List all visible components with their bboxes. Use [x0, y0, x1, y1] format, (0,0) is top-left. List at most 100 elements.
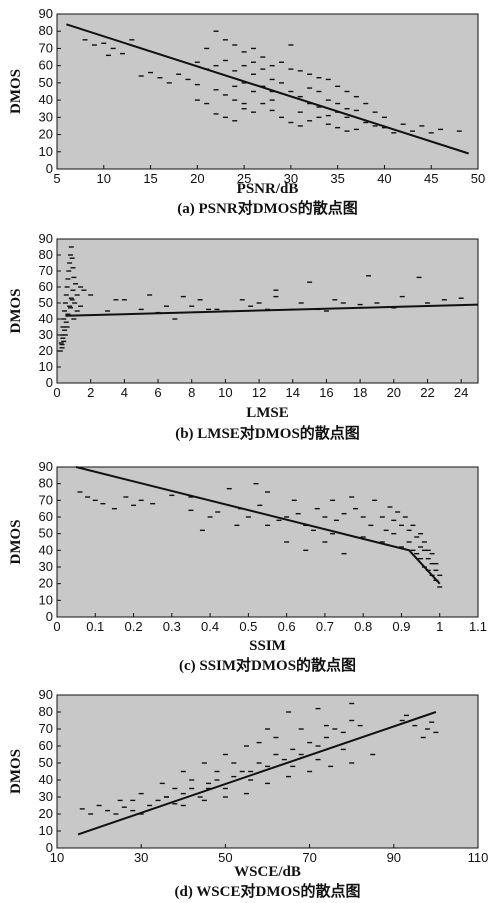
- x-tick-label: 110: [468, 850, 489, 865]
- x-tick-label: 15: [143, 171, 157, 186]
- y-tick-label: 30: [39, 109, 53, 124]
- y-tick-label: 90: [39, 6, 53, 21]
- x-tick-label: 8: [188, 385, 195, 400]
- y-tick-label: 0: [46, 161, 53, 176]
- y-axis-label: DMOS: [8, 69, 24, 114]
- fit-line: [77, 711, 437, 836]
- x-tick-label: 20: [387, 385, 401, 400]
- plot-area: [56, 694, 479, 849]
- x-tick-label: 0.9: [392, 619, 410, 634]
- y-tick-label: 90: [39, 231, 53, 246]
- y-tick-label: 20: [39, 576, 53, 591]
- y-tick-label: 80: [39, 476, 53, 491]
- y-tick-label: 70: [39, 721, 53, 736]
- fit-line: [66, 23, 469, 155]
- x-tick-label: 0.4: [201, 619, 219, 634]
- y-tick-label: 70: [39, 492, 53, 507]
- x-tick-label: 30: [134, 850, 148, 865]
- x-axis-label: WSCE/dB: [234, 864, 301, 880]
- y-tick-label: 50: [39, 526, 53, 541]
- x-tick-label: 0.6: [278, 619, 296, 634]
- x-tick-label: 50: [218, 850, 232, 865]
- y-tick-label: 70: [39, 263, 53, 278]
- panel-caption: (c) SSIM对DMOS的散点图: [179, 656, 356, 674]
- y-tick-label: 80: [39, 23, 53, 38]
- x-tick-label: 14: [286, 385, 300, 400]
- chart-panel-3: 10 30 50 70 90 1100102030405060708090DMOSWSCE…: [8, 687, 488, 900]
- x-tick-label: 0.5: [239, 619, 257, 634]
- y-tick-label: 20: [39, 343, 53, 358]
- y-tick-label: 40: [39, 542, 53, 557]
- x-tick-label: 40: [377, 171, 391, 186]
- fit-line: [75, 466, 441, 585]
- y-tick-label: 30: [39, 559, 53, 574]
- x-tick-label: 0.7: [316, 619, 334, 634]
- chart-panel-0: 5 10 15 20 25 30 35 40 45 500102030405060708090DM…: [8, 6, 485, 217]
- x-tick-label: 70: [302, 850, 316, 865]
- y-tick-label: 80: [39, 247, 53, 262]
- y-tick-label: 10: [39, 144, 53, 159]
- x-tick-label: 0: [53, 619, 60, 634]
- x-tick-label: 50: [471, 171, 485, 186]
- y-axis-label: DMOS: [8, 520, 24, 565]
- y-tick-label: 0: [46, 840, 53, 855]
- x-tick-label: 30: [284, 171, 298, 186]
- y-tick-label: 60: [39, 279, 53, 294]
- y-tick-label: 40: [39, 772, 53, 787]
- y-axis-label: DMOS: [8, 749, 24, 794]
- x-tick-label: 0.8: [354, 619, 372, 634]
- x-tick-label: 90: [387, 850, 401, 865]
- x-tick-label: 12: [252, 385, 266, 400]
- x-tick-label: 1.1: [469, 619, 487, 634]
- x-tick-label: 1: [436, 619, 443, 634]
- plot-area: [56, 466, 479, 618]
- y-tick-label: 60: [39, 509, 53, 524]
- y-tick-label: 0: [46, 375, 53, 390]
- x-tick-label: 22: [420, 385, 434, 400]
- y-tick-label: 70: [39, 40, 53, 55]
- x-tick-label: 35: [330, 171, 344, 186]
- x-tick-label: 4: [121, 385, 128, 400]
- y-tick-label: 10: [39, 359, 53, 374]
- x-tick-label: 0: [53, 385, 60, 400]
- x-tick-label: 0.1: [86, 619, 104, 634]
- y-tick-label: 50: [39, 295, 53, 310]
- x-tick-label: 0.2: [125, 619, 143, 634]
- plot-area: [56, 13, 479, 170]
- y-tick-label: 10: [39, 823, 53, 838]
- x-tick-label: 5: [53, 171, 60, 186]
- x-tick-label: 45: [424, 171, 438, 186]
- x-tick-label: 10: [97, 171, 111, 186]
- panel-caption: (b) LMSE对DMOS的散点图: [175, 424, 360, 442]
- x-axis-label: LMSE: [246, 405, 289, 421]
- y-tick-label: 10: [39, 592, 53, 607]
- y-tick-label: 60: [39, 738, 53, 753]
- panel-caption: (d) WSCE对DMOS的散点图: [175, 882, 361, 900]
- y-axis-label: DMOS: [8, 289, 24, 334]
- y-tick-label: 30: [39, 327, 53, 342]
- y-tick-label: 0: [46, 609, 53, 624]
- y-tick-label: 40: [39, 92, 53, 107]
- x-axis-label: SSIM: [249, 638, 286, 654]
- x-tick-label: 25: [237, 171, 251, 186]
- chart-panel-2: 0 0.1 0.2 0.3 0.4 0.5 0.6 0.7 0.8 0.9 1 1.101020304…: [8, 459, 487, 674]
- y-tick-label: 90: [39, 459, 53, 474]
- x-tick-label: 0.3: [163, 619, 181, 634]
- y-tick-label: 90: [39, 687, 53, 702]
- y-tick-label: 80: [39, 704, 53, 719]
- x-tick-label: 10: [50, 850, 64, 865]
- x-tick-label: 20: [190, 171, 204, 186]
- y-tick-label: 20: [39, 127, 53, 142]
- panel-caption: (a) PSNR对DMOS的散点图: [177, 199, 357, 217]
- x-tick-label: 16: [319, 385, 333, 400]
- y-tick-label: 50: [39, 75, 53, 90]
- y-tick-label: 20: [39, 806, 53, 821]
- y-tick-label: 50: [39, 755, 53, 770]
- y-tick-label: 30: [39, 789, 53, 804]
- x-tick-label: 18: [353, 385, 367, 400]
- chart-panel-1: 0 2 4 6 8 10 12 14 16 18 20 22 240102030405060708090…: [8, 231, 479, 442]
- x-tick-label: 10: [218, 385, 232, 400]
- x-tick-label: 2: [87, 385, 94, 400]
- x-axis-label: PSNR/dB: [237, 181, 299, 197]
